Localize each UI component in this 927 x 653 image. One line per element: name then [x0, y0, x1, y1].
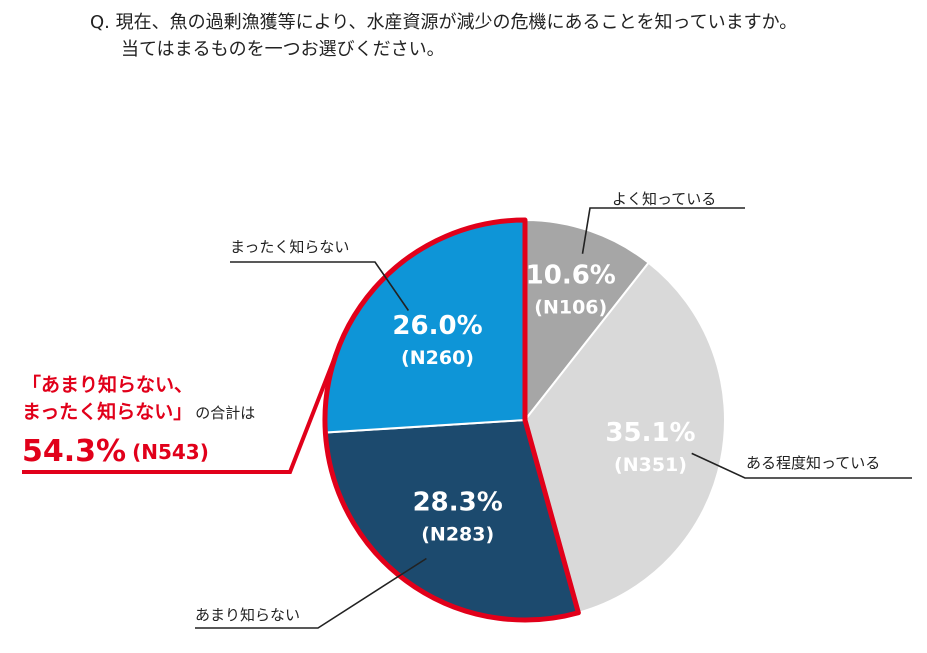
callout-line: [195, 557, 427, 629]
total-count: (N543): [132, 440, 209, 464]
slice-count-label: (N351): [614, 454, 687, 476]
slice-percent-label: 28.3%: [413, 487, 503, 517]
slice-count-label: (N260): [401, 347, 474, 369]
total-annotation-line-2: まったく知らない」: [22, 400, 192, 423]
callout-line: [691, 452, 912, 479]
slice-count-label: (N283): [421, 523, 494, 545]
callout-line: [581, 207, 745, 254]
slice-category-label: まったく知らない: [230, 238, 349, 256]
question-line-1: Q. 現在、魚の過剰漁獲等により、水産資源が減少の危機にあることを知っていますか…: [90, 12, 797, 33]
total-annotation-suffix: の合計は: [195, 404, 255, 422]
slice-category-label: ある程度知っている: [746, 454, 880, 472]
pie-slice-1: [524, 218, 650, 423]
callout-line: [230, 261, 410, 311]
combined-highlight-outline: [322, 217, 581, 623]
total-percent: 54.3%: [22, 434, 126, 469]
slice-percent-label: 35.1%: [605, 418, 695, 448]
slice-count-label: (N106): [534, 297, 607, 319]
question-line-2: 当てはまるものを一つお選びください。: [121, 39, 445, 60]
total-leader-line: [22, 344, 342, 474]
slice-percent-label: 26.0%: [392, 311, 482, 341]
slice-category-label: あまり知らない: [195, 606, 300, 624]
slice-percent-label: 10.6%: [526, 261, 616, 291]
total-annotation-line-1: 「あまり知らない、: [22, 373, 193, 396]
pie-slice-2: [523, 261, 726, 614]
slice-category-label: よく知っている: [612, 190, 716, 208]
